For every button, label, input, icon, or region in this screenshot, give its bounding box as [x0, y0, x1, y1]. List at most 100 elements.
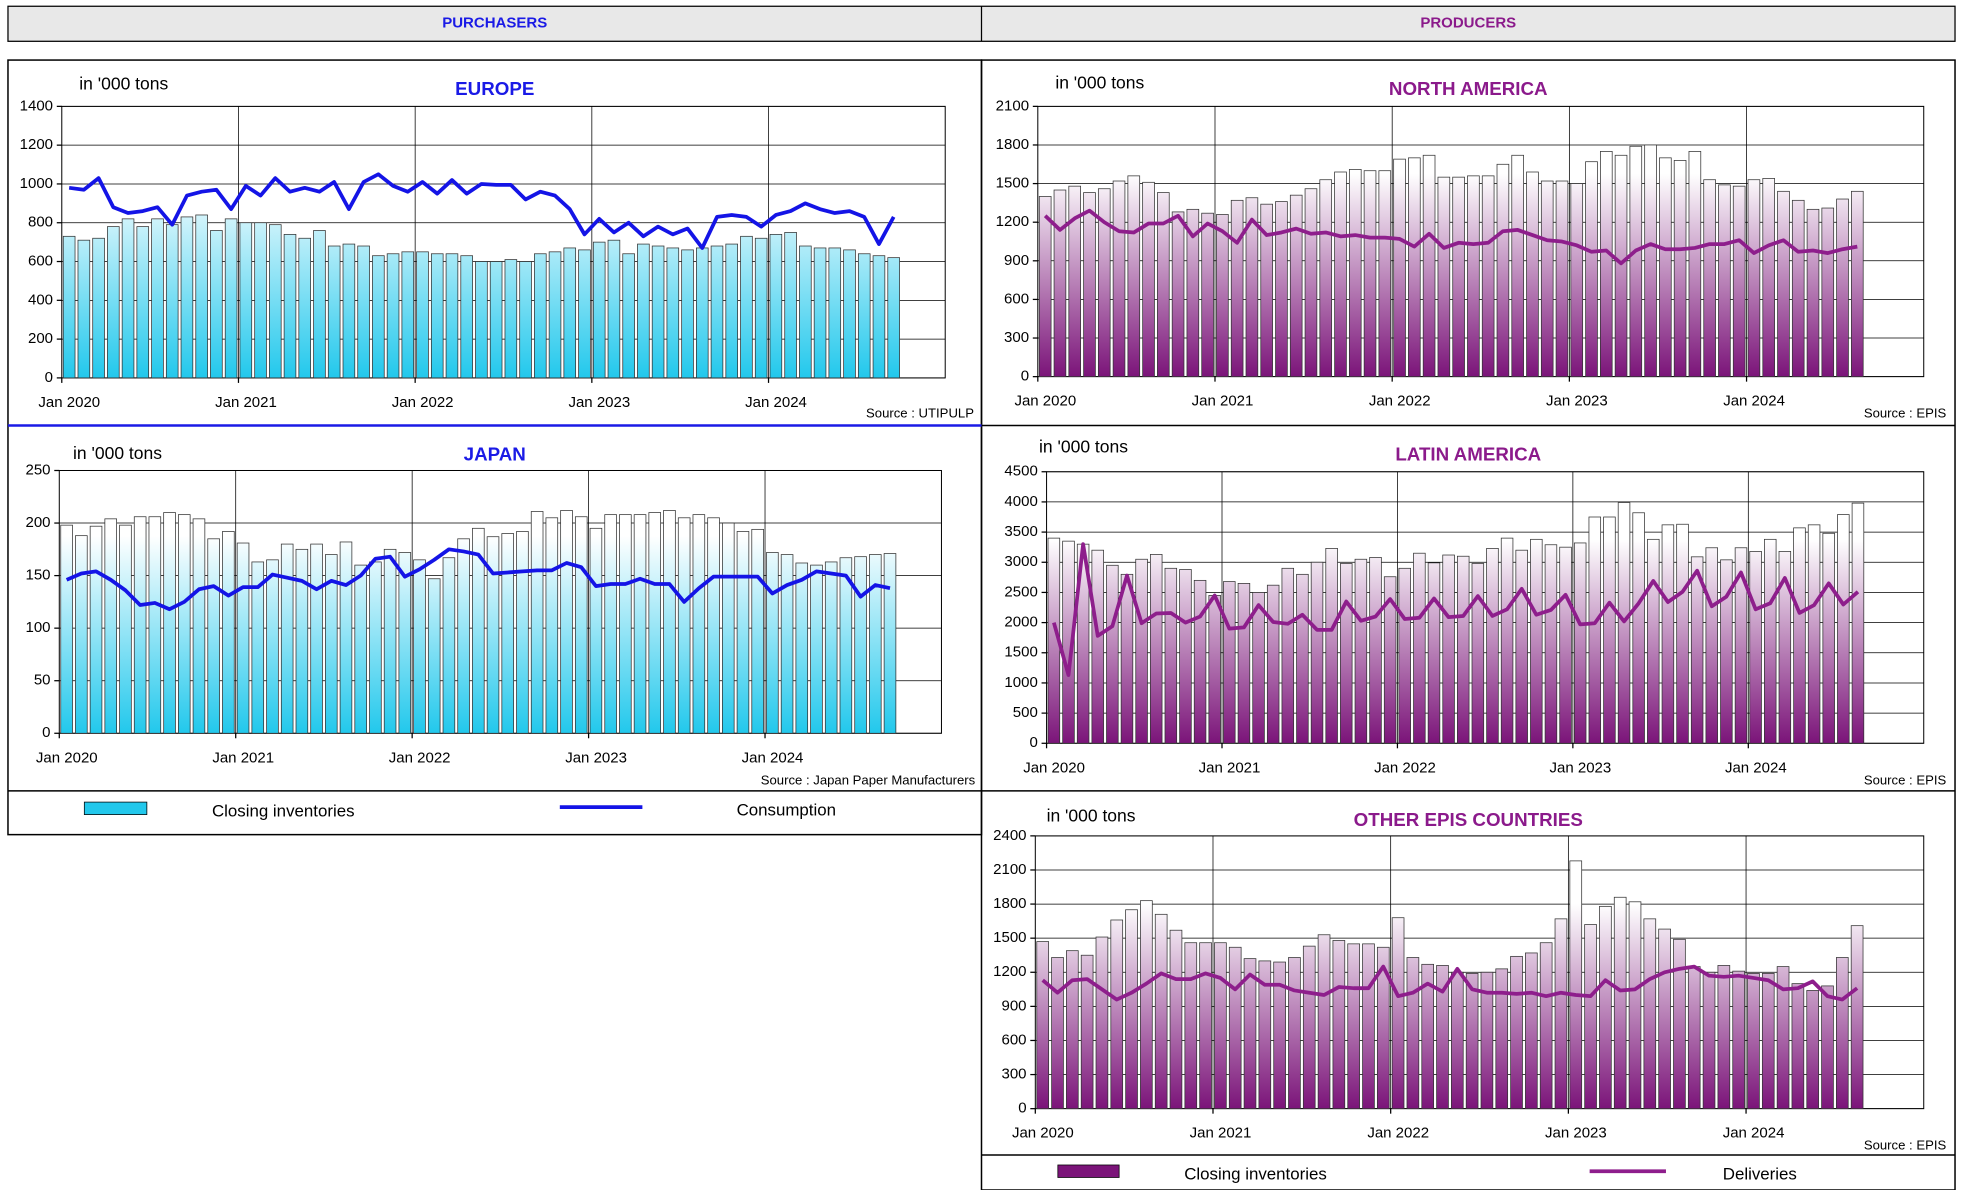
bar	[1659, 157, 1672, 378]
x-tick-label: Jan 2024	[745, 394, 807, 411]
bar	[151, 218, 164, 379]
bar	[165, 224, 179, 379]
bar	[1495, 968, 1509, 1110]
y-tick-label: 1500	[993, 929, 1026, 946]
bar	[754, 237, 768, 379]
bar	[530, 511, 544, 734]
y-tick-label: 0	[1029, 734, 1037, 751]
y-axis-label: in '000 tons	[1039, 437, 1128, 457]
bar	[427, 578, 441, 734]
header-producers: PRODUCERS	[1420, 15, 1516, 32]
bar	[239, 222, 253, 379]
y-tick-label: 1200	[20, 136, 53, 153]
bar	[1391, 917, 1405, 1110]
source-note: Source : EPIS	[1864, 772, 1947, 787]
bar	[548, 251, 562, 379]
bar	[1486, 548, 1499, 744]
bar	[1051, 957, 1064, 1110]
bar	[1526, 171, 1539, 378]
y-axis-label: in '000 tons	[1047, 806, 1136, 826]
line	[68, 172, 896, 250]
bar	[1142, 181, 1155, 378]
bar	[1437, 176, 1451, 378]
bar	[839, 557, 853, 734]
y-tick-label: 0	[42, 724, 50, 741]
y-tick-label: 3500	[1004, 523, 1037, 540]
bar	[1179, 569, 1192, 744]
bar	[1421, 963, 1434, 1110]
bar	[740, 235, 753, 379]
x-tick-label: Jan 2024	[1723, 393, 1785, 410]
x-tick-label: Jan 2023	[1550, 759, 1612, 776]
bar	[295, 548, 309, 734]
bar	[1110, 919, 1124, 1110]
bar	[1673, 938, 1686, 1110]
x-tick-label: Jan 2021	[1199, 759, 1261, 776]
bar	[1348, 169, 1362, 378]
bar	[460, 255, 473, 379]
bar	[1836, 198, 1849, 378]
bar	[1837, 514, 1850, 744]
x-tick-label: Jan 2020	[38, 394, 100, 411]
bar	[1266, 584, 1280, 744]
bar	[1457, 555, 1470, 744]
bar	[107, 226, 120, 379]
bar	[872, 255, 886, 379]
bar	[398, 552, 412, 734]
bar	[1515, 549, 1528, 744]
bar	[677, 517, 691, 734]
y-tick-label: 50	[34, 672, 51, 689]
bar	[1673, 160, 1687, 378]
bar	[1157, 192, 1170, 378]
bar	[254, 222, 267, 379]
bar	[795, 562, 809, 734]
bar	[372, 255, 385, 379]
x-tick-label: Jan 2020	[1012, 1125, 1074, 1142]
bar	[780, 554, 794, 734]
bar	[1569, 860, 1583, 1110]
bar	[1761, 973, 1775, 1110]
bar	[1573, 542, 1587, 744]
bar	[663, 510, 676, 734]
bar	[489, 261, 503, 379]
bar	[1658, 928, 1671, 1110]
legend-label: Consumption	[737, 800, 836, 819]
bar	[710, 245, 724, 379]
bar	[1452, 176, 1465, 378]
chart-title: NORTH AMERICA	[1389, 78, 1548, 99]
bar	[1097, 188, 1111, 378]
bar	[133, 516, 147, 734]
bar	[1603, 516, 1616, 744]
bar	[269, 224, 282, 379]
plot-area	[61, 105, 946, 379]
x-tick-label: Jan 2022	[389, 749, 451, 766]
y-axis-label: in '000 tons	[1055, 72, 1144, 92]
bar	[1363, 170, 1377, 378]
bar	[1467, 175, 1480, 378]
bar	[298, 237, 311, 379]
bar	[1053, 189, 1067, 378]
bar	[707, 517, 720, 734]
bar	[1451, 971, 1464, 1110]
bar	[1193, 579, 1207, 744]
bar	[722, 522, 735, 734]
bar	[1310, 561, 1324, 744]
bar	[119, 524, 132, 734]
bar	[1702, 971, 1716, 1110]
bar	[1777, 190, 1790, 378]
bar	[854, 556, 867, 734]
bar	[1525, 952, 1538, 1110]
bar	[1066, 950, 1079, 1110]
bar	[651, 245, 665, 379]
bar	[445, 253, 459, 379]
y-tick-label: 4500	[1004, 463, 1037, 480]
y-tick-label: 0	[45, 369, 53, 386]
x-tick-label: Jan 2020	[1023, 759, 1085, 776]
bar	[592, 241, 606, 379]
bar	[843, 249, 856, 379]
bar	[1732, 185, 1746, 378]
bar	[1135, 558, 1148, 744]
bar	[1408, 157, 1421, 378]
legend-swatch	[1057, 1164, 1120, 1178]
